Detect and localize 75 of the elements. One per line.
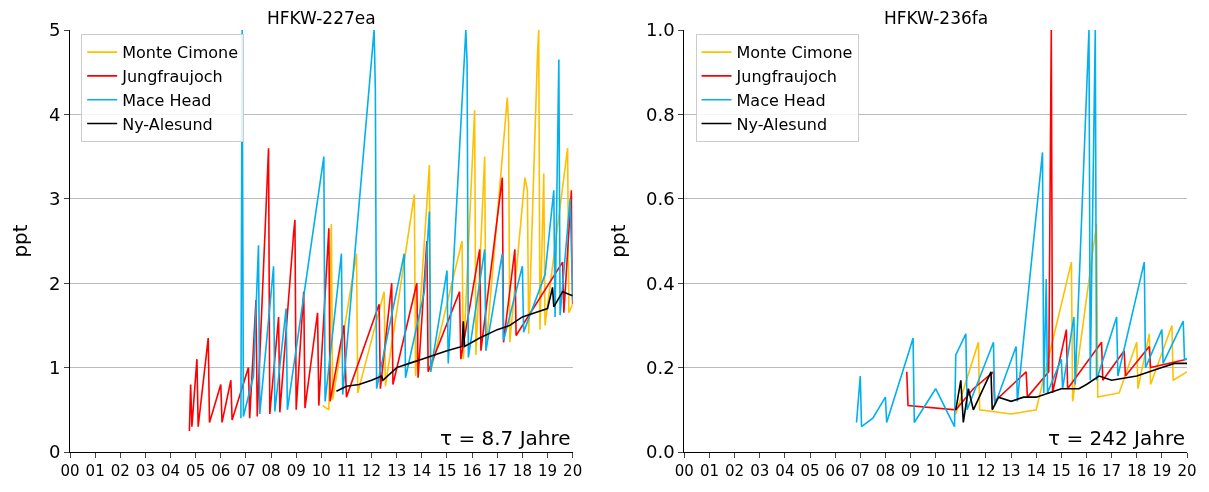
x-tick-label: 01 [85, 462, 105, 480]
line-series [954, 362, 1187, 424]
x-tick-label: 09 [900, 462, 921, 480]
x-tick-label: 06 [825, 462, 845, 480]
x-tick-label: 09 [286, 462, 306, 480]
x-tick-label: 04 [160, 462, 181, 480]
y-tick-label: 5 [48, 19, 61, 41]
line-series [321, 30, 573, 411]
x-tick-label: 05 [186, 462, 206, 480]
x-tick-label: 16 [462, 462, 482, 480]
legend-label: Ny-Alesund [736, 114, 828, 134]
x-tick-label: 15 [1051, 462, 1071, 480]
y-tick-label: 2 [48, 272, 61, 294]
legend-label: Jungfraujoch [735, 67, 837, 87]
y-tick-label: 0.0 [646, 441, 675, 463]
x-tick-label: 05 [800, 462, 820, 480]
annotation: τ = 242 Jahre [1048, 426, 1185, 450]
y-tick-label: 3 [48, 188, 61, 210]
y-axis-title: ppt [605, 224, 630, 258]
x-tick-label: 08 [261, 462, 281, 480]
x-tick-label: 13 [1001, 462, 1021, 480]
x-tick-label: 07 [236, 462, 256, 480]
x-tick-label: 11 [951, 462, 971, 480]
legend-label: Monte Cimone [736, 43, 853, 63]
x-tick-label: 12 [976, 462, 996, 480]
x-tick-label: 20 [1177, 462, 1197, 480]
x-tick-label: 12 [362, 462, 382, 480]
x-tick-label: 14 [1026, 462, 1046, 480]
y-tick-label: 1.0 [646, 19, 675, 41]
y-axis-title: ppt [8, 224, 33, 258]
x-tick-label: 01 [699, 462, 720, 480]
x-tick-label: 03 [750, 462, 770, 480]
y-tick-label: 4 [48, 103, 61, 125]
x-tick-label: 02 [110, 462, 130, 480]
y-tick-label: 1 [48, 356, 61, 378]
x-tick-label: 02 [725, 462, 745, 480]
line-series [188, 147, 573, 432]
annotation: τ = 8.7 Jahre [440, 426, 571, 450]
legend-label: Jungfraujoch [121, 67, 223, 87]
line-series [855, 30, 1187, 428]
x-tick-label: 17 [487, 462, 507, 480]
x-tick-label: 13 [387, 462, 407, 480]
y-tick-label: 0.4 [646, 272, 675, 294]
x-tick-label: 10 [926, 462, 946, 480]
x-tick-label: 19 [537, 462, 558, 480]
x-tick-label: 10 [311, 462, 331, 480]
x-tick-label: 18 [1127, 462, 1147, 480]
chart-title: HFKW-236fa [884, 8, 989, 28]
x-tick-label: 08 [875, 462, 895, 480]
x-tick-label: 07 [850, 462, 870, 480]
x-tick-label: 04 [775, 462, 795, 480]
x-tick-label: 18 [512, 462, 532, 480]
x-tick-label: 00 [60, 462, 80, 480]
legend-label: Mace Head [122, 90, 212, 110]
line-series [905, 30, 1187, 411]
x-tick-label: 15 [437, 462, 457, 480]
y-tick-label: 0.6 [646, 188, 675, 210]
x-tick-label: 16 [1076, 462, 1097, 480]
line-series [335, 286, 573, 393]
x-tick-label: 06 [211, 462, 231, 480]
x-tick-label: 03 [135, 462, 155, 480]
line-series [240, 30, 573, 420]
legend-label: Monte Cimone [122, 43, 239, 63]
legend-label: Mace Head [736, 90, 826, 110]
y-tick-label: 0 [48, 441, 61, 463]
x-tick-label: 14 [412, 462, 432, 480]
chart-title: HFKW-227ea [267, 8, 376, 28]
y-tick-label: 0.2 [646, 356, 675, 378]
x-tick-label: 19 [1152, 462, 1172, 480]
x-tick-label: 00 [674, 462, 694, 480]
legend-label: Ny-Alesund [122, 114, 213, 134]
x-tick-label: 17 [1102, 462, 1122, 480]
x-tick-label: 11 [336, 462, 357, 480]
x-tick-label: 20 [563, 462, 583, 480]
y-tick-label: 0.8 [646, 103, 675, 125]
